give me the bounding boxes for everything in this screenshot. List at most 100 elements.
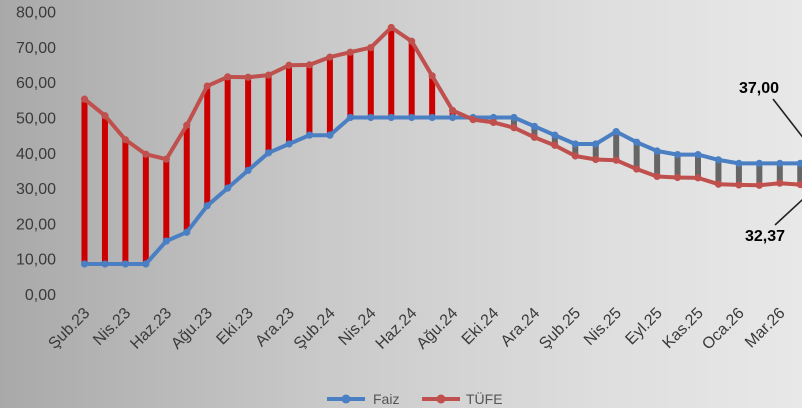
data-point-tufe <box>101 112 109 120</box>
x-tick-label: Kas.25 <box>660 305 707 352</box>
y-tick-label: 40,00 <box>16 146 56 163</box>
y-tick-label: 80,00 <box>16 5 56 22</box>
data-point-faiz <box>285 140 293 148</box>
data-point-tufe <box>121 136 129 144</box>
data-point-faiz <box>162 237 170 245</box>
data-point-tufe <box>326 53 334 61</box>
x-tick-label: Ara.24 <box>498 305 543 350</box>
data-point-tufe <box>449 106 457 115</box>
data-point-tufe <box>694 174 702 182</box>
y-tick-label: 30,00 <box>16 181 56 198</box>
x-tick-label: Haz.24 <box>373 305 421 353</box>
data-point-tufe <box>203 82 211 90</box>
data-point-tufe <box>367 44 375 52</box>
data-point-tufe <box>305 61 314 69</box>
x-tick-label: Oca.26 <box>699 305 748 354</box>
data-point-faiz <box>633 138 641 146</box>
data-point-tufe <box>633 165 641 173</box>
y-tick-label: 0,00 <box>25 287 56 304</box>
data-point-faiz <box>101 260 109 268</box>
data-point-faiz <box>694 150 702 159</box>
data-point-faiz <box>408 113 416 122</box>
data-point-faiz <box>612 128 620 136</box>
data-point-tufe <box>571 152 579 160</box>
y-axis: 0,00 10,00 20,00 30,00 40,00 50,00 60,00 70,00 8… <box>16 5 56 304</box>
data-point-tufe <box>653 172 661 181</box>
data-point-tufe <box>673 173 682 182</box>
callouts: 37,00 32,37 <box>739 80 802 245</box>
data-point-tufe <box>428 72 436 80</box>
data-point-tufe <box>408 37 416 45</box>
data-point-tufe <box>530 133 539 141</box>
x-tick-label: Nis.25 <box>581 305 625 349</box>
x-tick-label: Mar.26 <box>742 305 789 352</box>
x-tick-label: Eyl.25 <box>622 305 666 349</box>
data-point-faiz <box>653 147 661 155</box>
data-point-tufe <box>469 116 477 124</box>
data-point-faiz <box>510 113 518 122</box>
data-point-faiz <box>449 113 457 122</box>
data-point-faiz <box>571 140 579 148</box>
data-point-faiz <box>714 156 723 164</box>
data-point-tufe <box>755 181 763 189</box>
series-line-faiz <box>82 115 802 266</box>
x-tick-label: Haz.23 <box>127 305 175 353</box>
data-point-tufe <box>387 23 395 32</box>
legend-marker-faiz <box>341 394 351 404</box>
data-point-faiz <box>735 159 743 167</box>
series-line-tufe <box>82 25 802 188</box>
x-tick-label: Eki.23 <box>213 305 257 349</box>
data-point-faiz <box>428 113 436 122</box>
callout-label-faiz: 37,00 <box>739 80 779 97</box>
data-point-faiz <box>592 140 600 148</box>
data-point-faiz <box>530 122 539 130</box>
x-tick-label: Ağu.24 <box>414 305 462 353</box>
x-tick-label: Şub.24 <box>291 305 339 353</box>
legend-marker-tufe <box>436 394 446 404</box>
data-point-tufe <box>183 121 191 129</box>
x-tick-label: Şub.25 <box>536 305 584 353</box>
data-point-faiz <box>326 131 334 139</box>
data-point-tufe <box>612 156 620 164</box>
data-point-tufe <box>346 48 354 56</box>
data-point-faiz <box>755 159 763 167</box>
y-tick-label: 70,00 <box>16 40 56 57</box>
data-point-faiz <box>121 260 129 268</box>
legend-label-tufe: TÜFE <box>466 390 503 407</box>
data-point-tufe <box>285 61 293 69</box>
data-point-faiz <box>224 184 232 192</box>
data-point-faiz <box>305 131 314 139</box>
data-point-tufe <box>264 71 273 79</box>
callout-leader-faiz <box>772 98 802 138</box>
y-tick-label: 20,00 <box>16 216 56 233</box>
data-point-tufe <box>224 73 232 81</box>
data-point-faiz <box>489 113 498 122</box>
data-point-tufe <box>776 179 784 187</box>
x-tick-label: Eki.24 <box>459 305 503 349</box>
data-point-faiz <box>387 113 395 122</box>
data-point-tufe <box>162 155 170 163</box>
x-tick-label: Ara.23 <box>252 305 297 350</box>
y-tick-label: 10,00 <box>16 252 56 269</box>
data-point-tufe <box>80 95 89 103</box>
data-point-tufe <box>510 124 518 132</box>
data-point-tufe <box>142 150 150 158</box>
data-point-faiz <box>796 159 802 167</box>
data-point-tufe <box>714 180 723 188</box>
series-lines <box>80 23 802 268</box>
data-point-faiz <box>244 166 252 175</box>
data-point-faiz <box>551 131 559 139</box>
callout-leader-tufe <box>774 198 802 226</box>
data-point-tufe <box>551 141 559 149</box>
legend: Faiz TÜFE <box>327 390 503 407</box>
data-point-faiz <box>142 260 150 268</box>
callout-label-tufe: 32,37 <box>745 228 785 245</box>
x-axis: Şub.23Nis.23Haz.23Ağu.23Eki.23Ara.23Şub.… <box>45 305 788 354</box>
data-point-faiz <box>183 228 191 236</box>
data-point-faiz <box>203 202 211 210</box>
data-point-faiz <box>367 113 375 122</box>
data-point-faiz <box>673 150 682 159</box>
y-tick-label: 50,00 <box>16 111 56 128</box>
data-point-tufe <box>489 118 498 127</box>
